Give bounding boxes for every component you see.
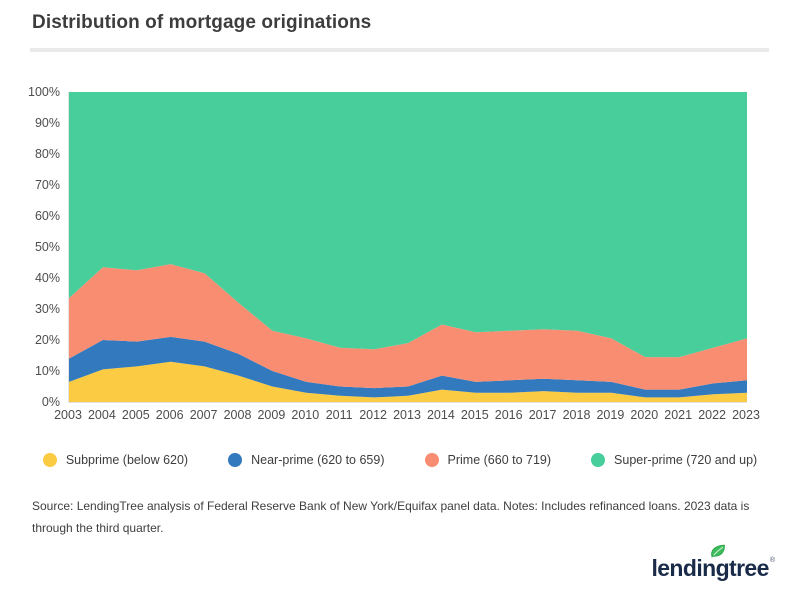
x-tick-label: 2017 bbox=[528, 408, 557, 422]
stacked-area-chart bbox=[69, 92, 747, 402]
x-tick-label: 2005 bbox=[121, 408, 150, 422]
legend-label: Prime (660 to 719) bbox=[447, 453, 552, 467]
x-tick-label: 2021 bbox=[664, 408, 693, 422]
y-tick-label: 10% bbox=[34, 364, 60, 378]
area-super_prime bbox=[69, 92, 747, 358]
y-tick-label: 100% bbox=[28, 85, 60, 99]
y-tick-label: 70% bbox=[34, 178, 60, 192]
plot-area bbox=[68, 92, 747, 403]
title-divider bbox=[30, 48, 769, 52]
logo-wordmark: lendingtree bbox=[651, 555, 769, 581]
x-tick-label: 2022 bbox=[698, 408, 726, 422]
x-tick-label: 2016 bbox=[494, 408, 523, 422]
source-note: Source: LendingTree analysis of Federal … bbox=[32, 499, 750, 535]
area-near_prime bbox=[69, 336, 747, 398]
leaf-icon bbox=[711, 544, 726, 558]
x-tick-label: 2011 bbox=[325, 408, 353, 422]
legend-swatch-subprime-icon bbox=[42, 453, 57, 467]
x-tick-label: 2006 bbox=[155, 408, 184, 422]
x-tick-label: 2003 bbox=[54, 408, 82, 422]
y-tick-label: 50% bbox=[34, 240, 60, 254]
x-tick-label: 2020 bbox=[630, 408, 659, 422]
legend-item: Subprime (below 620) bbox=[42, 453, 189, 467]
page-title: Distribution of mortgage originations bbox=[32, 12, 372, 33]
lendingtree-logo: lendingtree® bbox=[651, 544, 775, 585]
y-tick-label: 40% bbox=[34, 271, 60, 285]
y-tick-label: 0% bbox=[41, 395, 60, 409]
x-tick-label: 2010 bbox=[291, 408, 320, 422]
legend-label: Subprime (below 620) bbox=[65, 453, 189, 467]
legend-label: Super-prime (720 and up) bbox=[614, 453, 758, 467]
x-tick-label: 2012 bbox=[359, 408, 387, 422]
x-tick-label: 2015 bbox=[460, 408, 489, 422]
y-tick-label: 90% bbox=[34, 116, 60, 130]
legend: Subprime (below 620) Near-prime (620 to 6… bbox=[0, 453, 800, 467]
legend-swatch-super_prime-icon bbox=[591, 453, 606, 467]
x-tick-label: 2007 bbox=[189, 408, 218, 422]
x-tick-label: 2018 bbox=[562, 408, 591, 422]
x-tick-label: 2014 bbox=[426, 408, 455, 422]
legend-item: Prime (660 to 719) bbox=[424, 453, 552, 467]
area-subprime bbox=[69, 361, 747, 402]
x-tick-label: 2004 bbox=[87, 408, 116, 422]
x-tick-label: 2009 bbox=[257, 408, 286, 422]
y-tick-label: 80% bbox=[34, 147, 60, 161]
logo-trademark: ® bbox=[769, 557, 775, 564]
legend-swatch-prime-icon bbox=[424, 453, 439, 467]
y-tick-label: 60% bbox=[34, 209, 60, 223]
legend-label: Near-prime (620 to 659) bbox=[251, 453, 385, 467]
legend-swatch-near_prime-icon bbox=[228, 453, 243, 467]
x-tick-label: 2013 bbox=[393, 408, 421, 422]
area-prime bbox=[69, 264, 747, 390]
legend-item: Super-prime (720 and up) bbox=[591, 453, 757, 467]
x-tick-label: 2019 bbox=[596, 408, 625, 422]
x-tick-label: 2023 bbox=[732, 408, 760, 422]
y-tick-label: 30% bbox=[34, 302, 60, 316]
legend-item: Near-prime (620 to 659) bbox=[228, 453, 385, 467]
y-tick-label: 20% bbox=[34, 333, 60, 347]
x-tick-label: 2008 bbox=[223, 408, 252, 422]
